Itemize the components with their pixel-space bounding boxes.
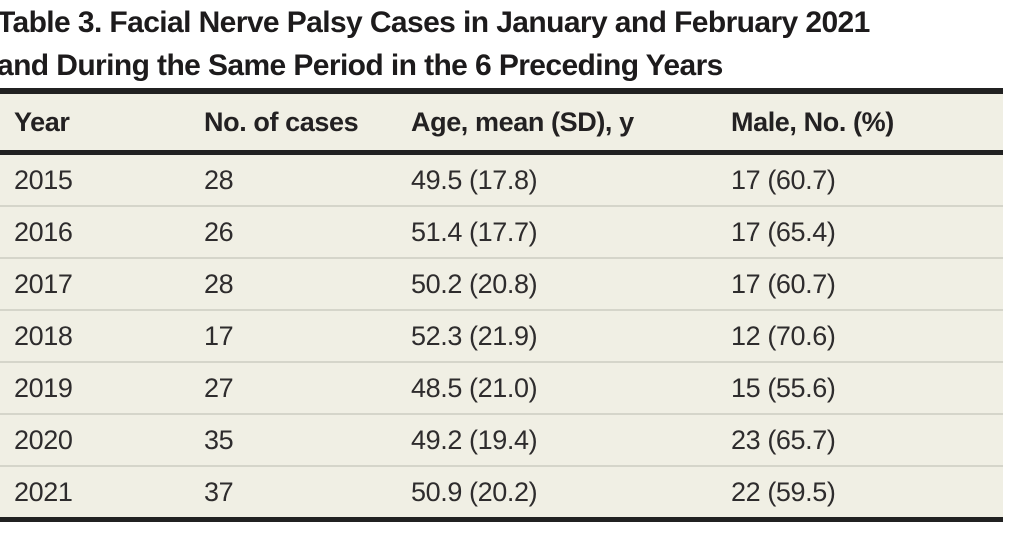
facial-nerve-palsy-table: Year No. of cases Age, mean (SD), y Male… — [0, 88, 1003, 522]
table-row: 2017 28 50.2 (20.8) 17 (60.7) — [0, 257, 1003, 310]
column-header-cases: No. of cases — [204, 91, 411, 155]
cell-male: 17 (65.4) — [731, 205, 1003, 258]
cell-age: 50.2 (20.8) — [411, 257, 731, 310]
cell-male: 12 (70.6) — [731, 309, 1003, 362]
header-row: Year No. of cases Age, mean (SD), y Male… — [0, 91, 1003, 155]
table-title-line-2: and During the Same Period in the 6 Prec… — [0, 49, 723, 82]
table-row: 2015 28 49.5 (17.8) 17 (60.7) — [0, 153, 1003, 207]
cell-age: 49.5 (17.8) — [411, 164, 538, 195]
table-row: 2018 17 52.3 (21.9) 12 (70.6) — [0, 309, 1003, 362]
column-header-male: Male, No. (%) — [731, 91, 1003, 155]
cell-year: 2015 — [14, 164, 73, 195]
cell-cases: 17 — [204, 309, 411, 362]
cell-cases: 35 — [204, 413, 411, 466]
cell-age: 50.9 (20.2) — [411, 465, 731, 520]
table-title: Table 3. Facial Nerve Palsy Cases in Jan… — [0, 0, 1024, 88]
cell-male: 22 (59.5) — [731, 465, 1003, 520]
cell-year: 2021 — [0, 465, 204, 520]
cell-cases: 28 — [204, 257, 411, 310]
table-body: 2015 28 49.5 (17.8) 17 (60.7) 2016 26 51.4 (17… — [0, 153, 1003, 520]
cell-cases: 27 — [204, 361, 411, 414]
cell-age: 49.2 (19.4) — [411, 413, 731, 466]
cell-male: 23 (65.7) — [731, 413, 1003, 466]
column-header-year: Year — [0, 91, 204, 155]
cell-male: 15 (55.6) — [731, 361, 1003, 414]
table-title-line-1: Table 3. Facial Nerve Palsy Cases in Jan… — [0, 6, 870, 39]
cell-cases: 37 — [204, 465, 411, 520]
cell-year: 2020 — [0, 413, 204, 466]
cell-age: 51.4 (17.7) — [411, 205, 731, 258]
cell-year: 2019 — [0, 361, 204, 414]
cell-male: 17 (60.7) — [731, 257, 1003, 310]
table-row: 2020 35 49.2 (19.4) 23 (65.7) — [0, 413, 1003, 466]
table-row: 2021 37 50.9 (20.2) 22 (59.5) — [0, 465, 1003, 520]
cell-cases: 28 — [204, 164, 234, 195]
cell-year: 2017 — [0, 257, 204, 310]
cell-age: 52.3 (21.9) — [411, 309, 731, 362]
table-row: 2016 26 51.4 (17.7) 17 (65.4) — [0, 205, 1003, 258]
column-header-age: Age, mean (SD), y — [411, 91, 731, 155]
cell-age: 48.5 (21.0) — [411, 361, 731, 414]
cell-year: 2016 — [0, 205, 204, 258]
cell-male: 17 (60.7) — [731, 164, 836, 195]
cell-year: 2018 — [0, 309, 204, 362]
table-row: 2019 27 48.5 (21.0) 15 (55.6) — [0, 361, 1003, 414]
cell-cases: 26 — [204, 205, 411, 258]
